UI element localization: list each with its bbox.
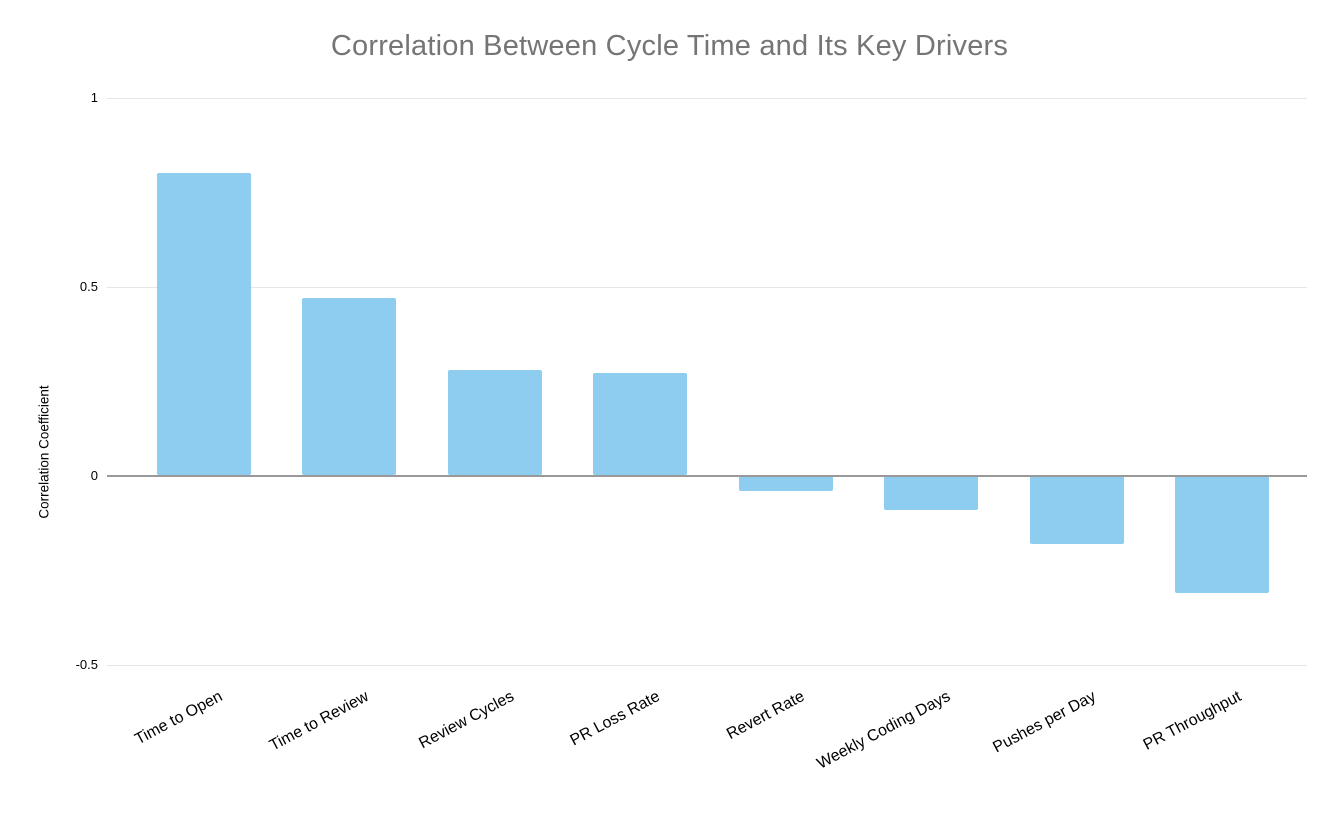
- y-tick-label: 0.5: [79, 278, 98, 294]
- x-category-label: PR Loss Rate: [567, 688, 663, 750]
- bar-review-cycles[interactable]: [447, 369, 542, 476]
- gridline: [107, 664, 1307, 666]
- chart-title: Correlation Between Cycle Time and Its K…: [330, 30, 1009, 62]
- bar-time-to-open[interactable]: [156, 173, 251, 476]
- x-category-label: Pushes per Day: [990, 688, 1099, 757]
- bar-pr-throughput[interactable]: [1175, 475, 1270, 593]
- gridline: [107, 286, 1307, 288]
- bar-pushes-per-day[interactable]: [1029, 475, 1124, 544]
- x-category-label: Weekly Coding Days: [814, 688, 954, 773]
- x-category-label: Time to Open: [132, 688, 226, 749]
- y-axis-title: Correlation Coefficient: [36, 385, 52, 519]
- x-category-label: PR Throughput: [1140, 688, 1245, 754]
- x-category-label: Time to Review: [266, 688, 372, 755]
- bar-time-to-review[interactable]: [302, 297, 397, 476]
- bar-revert-rate[interactable]: [738, 475, 833, 491]
- bar-pr-loss-rate[interactable]: [593, 373, 688, 476]
- y-tick-label: -0.5: [75, 656, 98, 672]
- y-tick-label: 0: [90, 467, 98, 483]
- x-axis-baseline: [107, 474, 1307, 477]
- x-category-label: Revert Rate: [724, 688, 808, 744]
- bar-weekly-coding-days[interactable]: [884, 475, 979, 510]
- y-tick-label: 1: [90, 89, 98, 105]
- gridline: [107, 97, 1307, 99]
- x-category-label: Review Cycles: [416, 688, 517, 753]
